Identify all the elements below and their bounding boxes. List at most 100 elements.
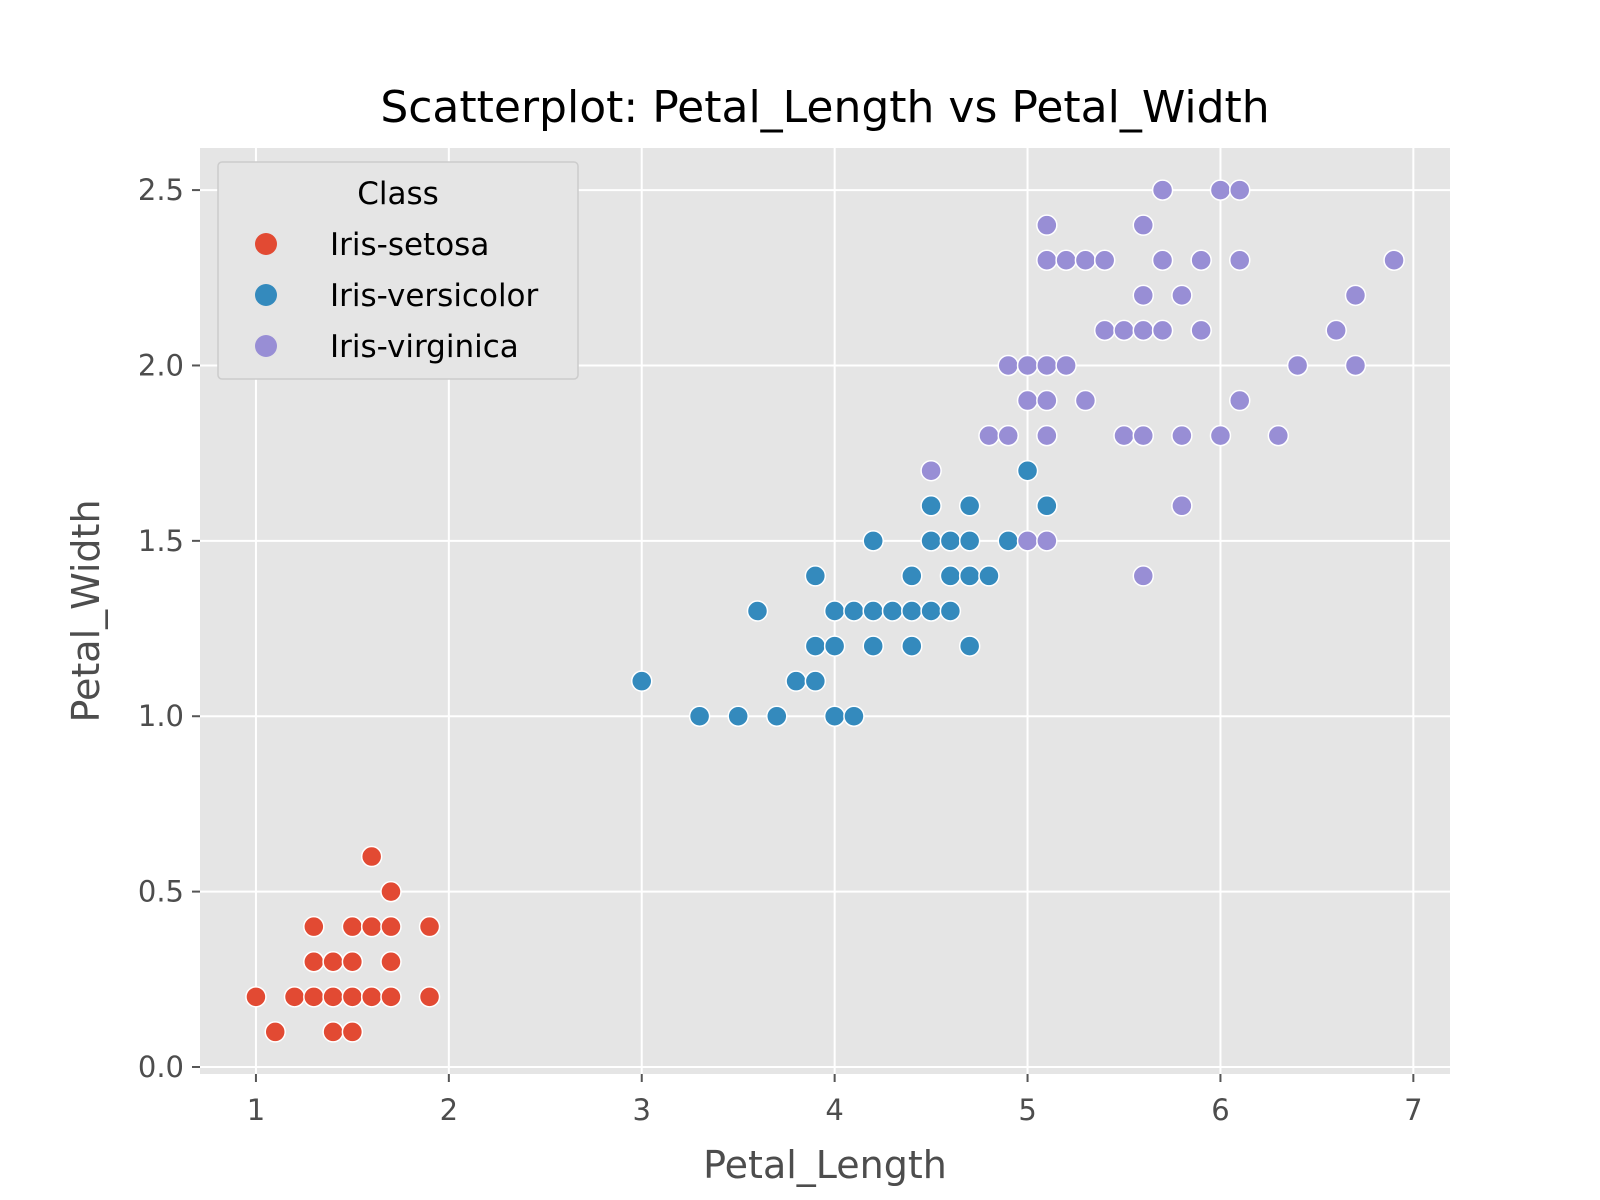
data-point [862, 530, 884, 552]
y-tick-label: 2.5 [138, 173, 184, 207]
data-point [245, 986, 267, 1008]
legend-label: Iris-virginica [330, 329, 519, 365]
data-point [360, 915, 383, 938]
legend-label: Iris-versicolor [330, 278, 539, 314]
y-tick-label: 2.0 [138, 348, 184, 382]
data-point [1132, 319, 1155, 342]
data-point [901, 635, 923, 657]
series-iris-virginica [920, 179, 1405, 587]
data-point [341, 1021, 364, 1043]
x-axis-title: Petal_Length [703, 1143, 947, 1187]
data-point [1036, 354, 1058, 377]
data-point [283, 986, 306, 1008]
data-point [1228, 249, 1251, 271]
data-point [1228, 179, 1251, 201]
y-tick-label: 1.0 [138, 699, 184, 733]
data-point [380, 880, 402, 903]
data-point [939, 600, 962, 622]
data-point [920, 600, 942, 622]
data-point [958, 565, 981, 587]
data-point [1132, 284, 1155, 307]
data-point [746, 600, 769, 622]
data-point [1016, 389, 1039, 412]
legend-item: Iris-virginica [255, 329, 519, 365]
x-tick-label: 6 [1211, 1093, 1229, 1127]
data-point [1190, 249, 1212, 271]
data-point [901, 565, 923, 587]
data-point [341, 986, 364, 1008]
y-tick-label: 1.5 [138, 524, 184, 558]
data-point [881, 600, 904, 622]
data-point [688, 705, 711, 727]
data-point [1209, 179, 1232, 201]
data-point [804, 670, 827, 692]
data-point [1325, 319, 1347, 342]
data-point [1151, 179, 1174, 201]
legend-marker [255, 233, 277, 255]
legend-box [217, 161, 579, 380]
data-point [303, 986, 325, 1008]
data-point [418, 986, 441, 1008]
data-point [380, 951, 402, 973]
data-point [997, 354, 1020, 377]
x-tick-label: 5 [1018, 1093, 1036, 1127]
data-point [1171, 495, 1193, 517]
data-point [341, 951, 364, 973]
data-point [341, 915, 364, 938]
data-point [360, 845, 383, 868]
data-point [1151, 249, 1174, 271]
data-point [322, 1021, 344, 1043]
y-axis-title: Petal_Width [64, 499, 108, 722]
x-tick-label: 2 [440, 1093, 458, 1127]
data-point [1132, 424, 1155, 447]
data-point [303, 951, 325, 973]
legend-marker [255, 335, 277, 357]
data-point [804, 565, 827, 587]
data-point [418, 915, 441, 938]
data-point [901, 600, 923, 622]
data-point [727, 705, 749, 727]
data-point [1093, 249, 1116, 271]
chart-title: Scatterplot: Petal_Length vs Petal_Width [380, 82, 1269, 133]
data-point [804, 635, 827, 657]
data-point [862, 635, 884, 657]
x-tick-label: 4 [825, 1093, 843, 1127]
legend: Class Iris-setosa Iris-versicolor Iris-vir… [217, 161, 579, 380]
data-point [978, 565, 1000, 587]
x-tick-label: 3 [633, 1093, 651, 1127]
data-point [958, 530, 981, 552]
data-point [1209, 424, 1232, 447]
data-point [322, 986, 344, 1008]
data-point [1036, 249, 1058, 271]
data-point [1267, 424, 1290, 447]
data-point [1036, 389, 1058, 412]
data-point [1113, 424, 1135, 447]
data-point [1171, 424, 1193, 447]
data-point [380, 986, 402, 1008]
data-point [997, 424, 1020, 447]
data-point [958, 635, 981, 657]
data-point [1036, 214, 1058, 236]
data-point [1016, 354, 1039, 377]
data-point [939, 565, 962, 587]
data-point [862, 600, 884, 622]
data-point [303, 915, 325, 938]
y-tick-label: 0.0 [138, 1050, 184, 1084]
data-point [920, 530, 942, 552]
axis-ticks: 1 2 3 4 5 6 7 0.0 0.5 1.0 1.5 2.0 2.5 [138, 173, 1423, 1127]
data-point [1093, 319, 1116, 342]
data-point [630, 670, 653, 692]
data-point [1036, 424, 1058, 447]
legend-label: Iris-setosa [330, 227, 489, 263]
data-point [264, 1021, 286, 1043]
data-point [766, 705, 788, 727]
x-tick-label: 7 [1404, 1093, 1422, 1127]
data-point [843, 705, 865, 727]
data-point [823, 705, 846, 727]
data-point [1113, 319, 1135, 342]
data-point [1074, 249, 1097, 271]
data-point [1228, 389, 1251, 412]
legend-marker [255, 284, 277, 306]
data-point [1016, 530, 1039, 552]
